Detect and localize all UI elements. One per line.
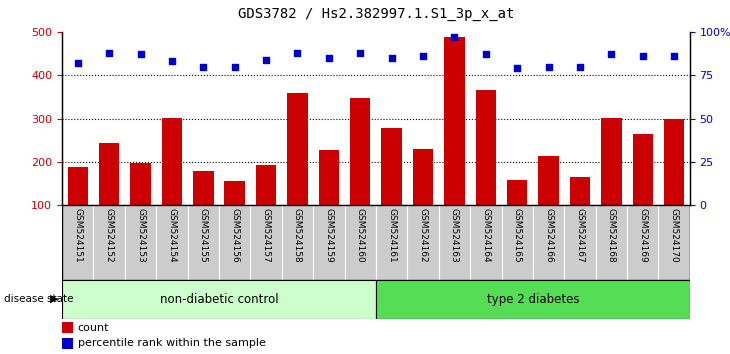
Point — [606, 52, 618, 57]
Text: GSM524157: GSM524157 — [261, 207, 271, 262]
Point — [480, 52, 492, 57]
Point — [229, 64, 241, 69]
Point — [355, 50, 366, 56]
Text: GSM524158: GSM524158 — [293, 207, 302, 262]
Bar — [125, 205, 156, 280]
Bar — [131, 163, 150, 249]
Bar — [502, 205, 533, 280]
Point — [448, 34, 461, 40]
Bar — [507, 180, 527, 249]
Point — [574, 64, 585, 69]
Text: disease state: disease state — [4, 294, 73, 304]
Bar — [596, 205, 627, 280]
Point — [104, 50, 115, 56]
Text: GSM524153: GSM524153 — [136, 207, 145, 262]
Bar — [68, 167, 88, 249]
Bar — [288, 92, 307, 249]
Point — [72, 60, 84, 66]
Point — [385, 55, 397, 61]
Text: GSM524162: GSM524162 — [418, 207, 428, 262]
Bar — [350, 98, 370, 249]
Text: count: count — [78, 322, 110, 332]
Point — [166, 58, 178, 64]
Text: GSM524167: GSM524167 — [575, 207, 585, 262]
Bar — [188, 205, 219, 280]
Bar — [282, 205, 313, 280]
Text: GSM524151: GSM524151 — [73, 207, 82, 262]
Text: GDS3782 / Hs2.382997.1.S1_3p_x_at: GDS3782 / Hs2.382997.1.S1_3p_x_at — [238, 7, 514, 21]
Bar — [313, 205, 345, 280]
Text: GSM524156: GSM524156 — [230, 207, 239, 262]
Bar — [156, 205, 188, 280]
Text: type 2 diabetes: type 2 diabetes — [487, 293, 579, 306]
Bar — [533, 205, 564, 280]
Bar — [445, 38, 464, 249]
Bar — [470, 205, 502, 280]
Text: GSM524168: GSM524168 — [607, 207, 616, 262]
Bar — [162, 118, 182, 249]
Bar — [62, 205, 93, 280]
Bar — [376, 280, 690, 319]
Bar — [250, 205, 282, 280]
Bar — [62, 338, 73, 349]
Text: non-diabetic control: non-diabetic control — [160, 293, 278, 306]
Text: GSM524160: GSM524160 — [356, 207, 365, 262]
Text: GSM524154: GSM524154 — [167, 207, 177, 262]
Point — [134, 52, 146, 57]
Bar — [633, 134, 653, 249]
Bar — [319, 150, 339, 249]
Bar — [225, 181, 245, 249]
Text: GSM524155: GSM524155 — [199, 207, 208, 262]
Bar — [62, 322, 73, 333]
Text: percentile rank within the sample: percentile rank within the sample — [78, 338, 266, 348]
Point — [543, 64, 555, 69]
Text: GSM524163: GSM524163 — [450, 207, 459, 262]
Bar — [256, 165, 276, 249]
Bar — [93, 205, 125, 280]
Bar — [413, 149, 433, 249]
Bar — [664, 119, 684, 249]
Bar — [564, 205, 596, 280]
Bar — [602, 118, 621, 249]
Bar — [376, 205, 407, 280]
Point — [197, 64, 210, 69]
Bar — [627, 205, 658, 280]
Bar — [193, 171, 213, 249]
Bar — [539, 156, 558, 249]
Text: GSM524164: GSM524164 — [481, 207, 491, 262]
Bar — [345, 205, 376, 280]
Bar — [219, 205, 250, 280]
Bar — [570, 177, 590, 249]
Text: GSM524166: GSM524166 — [544, 207, 553, 262]
Point — [637, 53, 648, 59]
Text: GSM524165: GSM524165 — [512, 207, 522, 262]
Point — [292, 50, 304, 56]
Bar — [407, 205, 439, 280]
Text: GSM524169: GSM524169 — [638, 207, 648, 262]
Point — [511, 65, 523, 71]
Point — [669, 53, 680, 59]
Bar — [99, 143, 119, 249]
Point — [261, 57, 272, 62]
Text: ▶: ▶ — [50, 294, 58, 304]
Bar — [439, 205, 470, 280]
Text: GSM524159: GSM524159 — [324, 207, 334, 262]
Point — [418, 53, 429, 59]
Text: GSM524161: GSM524161 — [387, 207, 396, 262]
Bar — [62, 280, 376, 319]
Bar — [382, 128, 402, 249]
Text: GSM524152: GSM524152 — [104, 207, 114, 262]
Point — [323, 55, 334, 61]
Bar — [476, 90, 496, 249]
Text: GSM524170: GSM524170 — [669, 207, 679, 262]
Bar — [658, 205, 690, 280]
